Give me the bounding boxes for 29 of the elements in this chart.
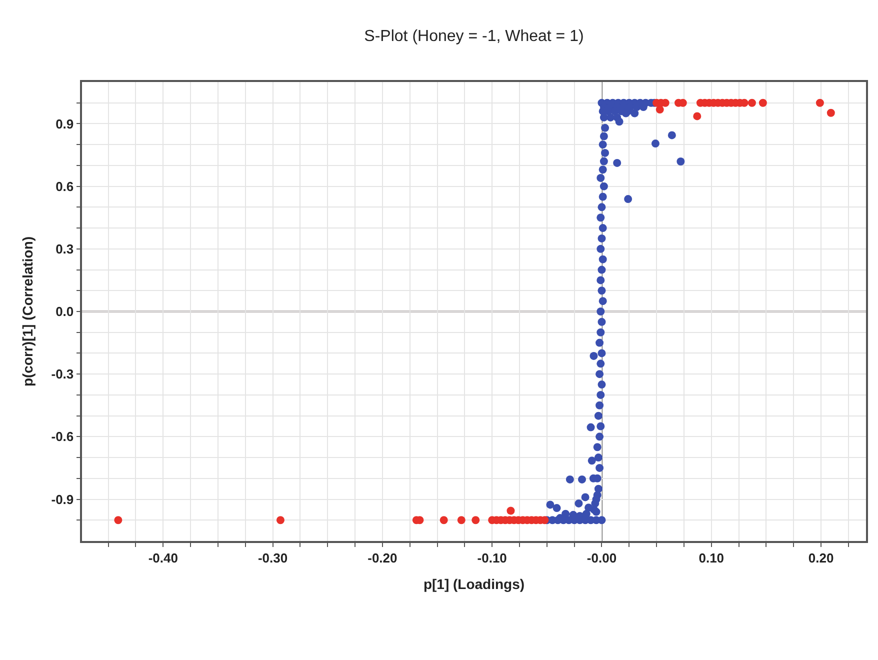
y-tick-label: 0.0 [56, 304, 74, 320]
x-tick-label: -0.40 [148, 550, 178, 566]
y-tick-label: 0.6 [56, 178, 74, 194]
x-axis-title: p[1] (Loadings) [423, 576, 525, 592]
point [826, 108, 835, 117]
point [506, 506, 515, 515]
y-tick-label: 0.9 [56, 116, 74, 132]
y-tick-label: -0.9 [51, 492, 74, 507]
point [748, 98, 756, 107]
y-tick-label: -0.3 [51, 366, 74, 382]
chart-title: S-Plot (Honey = -1, Wheat = 1) [364, 28, 584, 45]
x-tick-label: 0.10 [698, 550, 724, 566]
x-tick-label: -0.20 [368, 550, 398, 566]
point [656, 106, 664, 114]
y-tick-label: 0.3 [56, 241, 74, 256]
point [693, 112, 702, 120]
point [816, 98, 824, 107]
point [440, 516, 448, 524]
point [114, 516, 122, 524]
point [276, 516, 284, 524]
y-axis-title: p(corr)[1] (Correlation) [19, 236, 36, 387]
point [457, 516, 466, 524]
point [472, 516, 480, 524]
point [758, 98, 767, 107]
x-tick-label: -0.10 [477, 550, 507, 566]
x-tick-label: 0.20 [808, 550, 834, 566]
x-tick-label: -0.30 [258, 550, 288, 566]
x-tick-label: -0.00 [586, 550, 617, 566]
y-tick-label: -0.6 [51, 429, 74, 444]
